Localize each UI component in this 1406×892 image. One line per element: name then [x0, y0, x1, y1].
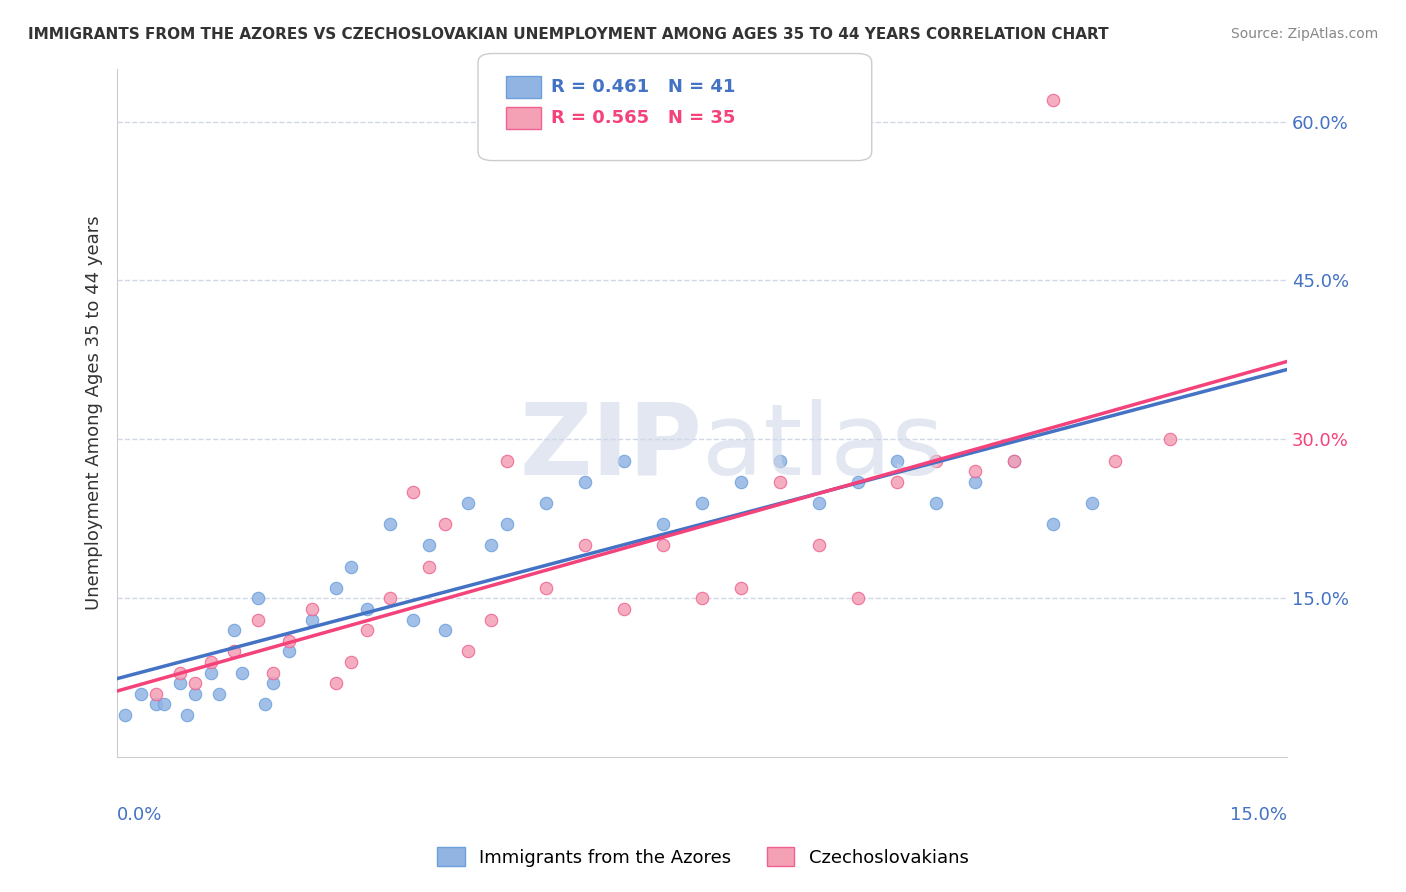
Point: [184, 676, 207, 690]
Point: [184, 687, 207, 701]
Point: [886, 453, 908, 467]
Point: [277, 644, 299, 658]
Point: [356, 624, 378, 638]
Point: [402, 485, 425, 500]
Point: [169, 665, 191, 680]
Point: [846, 591, 869, 606]
Point: [690, 591, 713, 606]
Point: [340, 559, 363, 574]
Point: [574, 538, 596, 552]
Point: [574, 475, 596, 489]
Point: [325, 581, 347, 595]
Text: ZIP: ZIP: [519, 399, 702, 496]
Point: [846, 475, 869, 489]
Point: [129, 687, 152, 701]
Point: [1002, 453, 1025, 467]
Point: [1002, 453, 1025, 467]
Point: [925, 453, 948, 467]
Point: [262, 665, 284, 680]
Text: 0.0%: 0.0%: [117, 805, 163, 823]
Y-axis label: Unemployment Among Ages 35 to 44 years: Unemployment Among Ages 35 to 44 years: [86, 216, 103, 610]
Point: [1042, 93, 1064, 107]
Point: [176, 708, 198, 723]
Point: [690, 496, 713, 510]
Point: [200, 665, 222, 680]
Point: [224, 624, 246, 638]
Point: [652, 538, 675, 552]
Point: [963, 475, 986, 489]
Point: [301, 602, 323, 616]
Point: [769, 475, 792, 489]
Point: [325, 676, 347, 690]
Point: [224, 644, 246, 658]
Point: [378, 517, 401, 532]
Point: [356, 602, 378, 616]
Text: Source: ZipAtlas.com: Source: ZipAtlas.com: [1230, 27, 1378, 41]
Point: [1042, 517, 1064, 532]
Legend: Immigrants from the Azores, Czechoslovakians: Immigrants from the Azores, Czechoslovak…: [430, 840, 976, 874]
Point: [207, 687, 229, 701]
Point: [534, 581, 557, 595]
Point: [1104, 453, 1126, 467]
Point: [418, 559, 440, 574]
Point: [730, 581, 752, 595]
Point: [481, 613, 503, 627]
Point: [769, 453, 792, 467]
Point: [963, 464, 986, 478]
Point: [457, 496, 479, 510]
Point: [652, 517, 675, 532]
Point: [114, 708, 136, 723]
Point: [807, 538, 830, 552]
Point: [496, 453, 519, 467]
Point: [153, 698, 176, 712]
Point: [534, 496, 557, 510]
Point: [246, 591, 269, 606]
Text: atlas: atlas: [702, 399, 943, 496]
Point: [613, 602, 636, 616]
Point: [145, 698, 167, 712]
Point: [200, 655, 222, 669]
Text: 15.0%: 15.0%: [1230, 805, 1286, 823]
Point: [925, 496, 948, 510]
Point: [145, 687, 167, 701]
Text: R = 0.565   N = 35: R = 0.565 N = 35: [551, 109, 735, 127]
Point: [301, 613, 323, 627]
Point: [433, 517, 456, 532]
Point: [886, 475, 908, 489]
Point: [1159, 433, 1181, 447]
Point: [254, 698, 277, 712]
Point: [340, 655, 363, 669]
Point: [402, 613, 425, 627]
Point: [1081, 496, 1104, 510]
Text: R = 0.461   N = 41: R = 0.461 N = 41: [551, 78, 735, 95]
Point: [457, 644, 479, 658]
Point: [231, 665, 253, 680]
Point: [496, 517, 519, 532]
Text: IMMIGRANTS FROM THE AZORES VS CZECHOSLOVAKIAN UNEMPLOYMENT AMONG AGES 35 TO 44 Y: IMMIGRANTS FROM THE AZORES VS CZECHOSLOV…: [28, 27, 1109, 42]
Point: [262, 676, 284, 690]
Point: [378, 591, 401, 606]
Point: [730, 475, 752, 489]
Point: [277, 633, 299, 648]
Point: [433, 624, 456, 638]
Point: [246, 613, 269, 627]
Point: [169, 676, 191, 690]
Point: [613, 453, 636, 467]
Point: [418, 538, 440, 552]
Point: [481, 538, 503, 552]
Point: [807, 496, 830, 510]
